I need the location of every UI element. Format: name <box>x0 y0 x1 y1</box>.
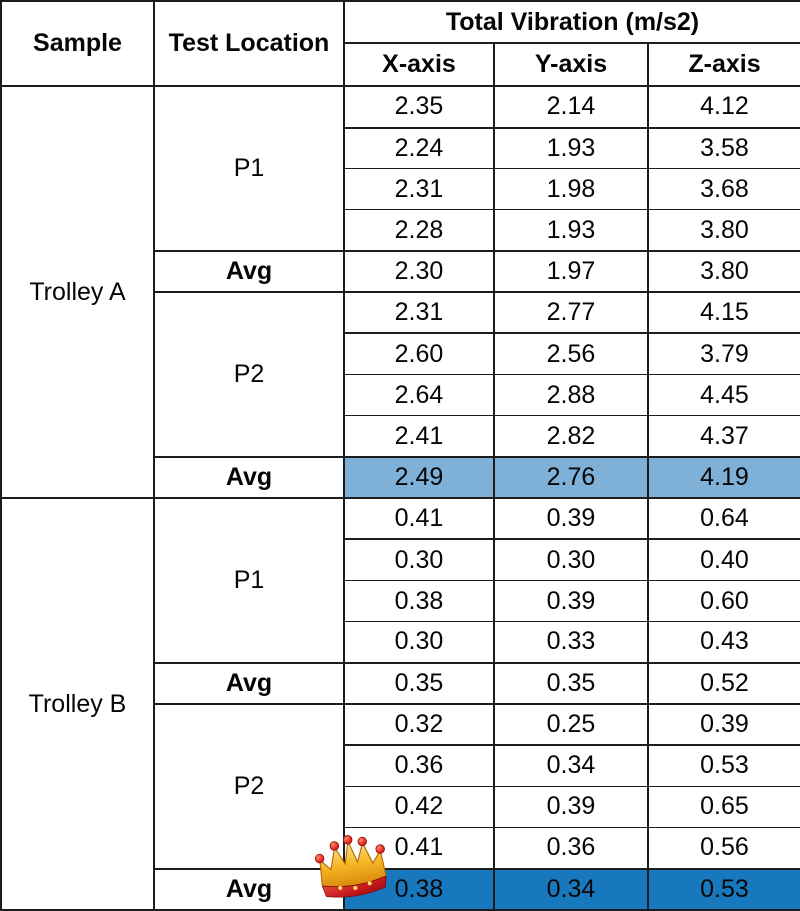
value-cell: 2.60 <box>343 332 495 376</box>
avg-value-cell: 0.35 <box>493 661 649 705</box>
value-cell: 3.58 <box>647 127 800 170</box>
value-cell: 3.79 <box>647 332 800 376</box>
avg-value-cell-highlight: 0.53 <box>647 867 800 911</box>
avg-value-cell-highlight: 2.49 <box>343 455 495 500</box>
header-cell-total-vibration: Total Vibration (m/s2) <box>343 0 800 45</box>
table-row: 2.60 2.56 3.79 <box>1 332 800 376</box>
header-row-2: X-axis Y-axis Z-axis <box>1 42 800 88</box>
location-cell-p1: P1 <box>153 497 345 664</box>
value-cell: 2.28 <box>343 209 495 252</box>
value-cell: 0.33 <box>493 621 649 664</box>
table-row: 2.64 2.88 4.45 <box>1 374 800 417</box>
value-cell: 0.41 <box>343 497 495 541</box>
avg-row-highlighted: Avg 2.49 2.76 4.19 <box>1 455 800 500</box>
table-row: Trolley B P1 0.41 0.39 0.64 <box>0 497 800 911</box>
value-cell: 0.30 <box>493 538 649 581</box>
header-cell-z-axis: Z-axis <box>647 42 800 88</box>
avg-label-cell: Avg <box>153 455 345 500</box>
value-cell: 0.64 <box>647 497 800 541</box>
value-cell: 0.41 <box>343 826 495 870</box>
table-row: 2.28 1.93 3.80 <box>1 209 800 252</box>
header-cell-test-location: Test Location <box>153 0 345 88</box>
avg-label-cell: Avg <box>153 661 345 705</box>
value-cell: 2.35 <box>343 85 495 129</box>
value-cell: 0.25 <box>493 702 649 747</box>
value-cell: 2.31 <box>343 291 495 335</box>
table-row: 0.38 0.39 0.60 <box>1 579 800 623</box>
table-row: P2 0.32 0.25 0.39 <box>1 702 800 870</box>
value-cell: 4.37 <box>647 415 800 458</box>
value-cell: 0.40 <box>647 538 800 581</box>
location-cell-p2: P2 <box>153 291 345 458</box>
avg-label-cell: Avg <box>153 250 345 294</box>
value-cell: 0.32 <box>343 702 495 747</box>
table-row: 0.42 0.39 0.65 <box>1 785 800 828</box>
table-row: 0.36 0.34 0.53 <box>1 744 800 787</box>
table-row: 2.31 1.98 3.68 <box>1 168 800 211</box>
value-cell: 0.42 <box>343 785 495 828</box>
value-cell: 0.36 <box>493 826 649 870</box>
avg-value-cell-highlight: 2.76 <box>493 455 649 500</box>
value-cell: 4.45 <box>647 374 800 417</box>
table-row: Trolley A P1 2.35 2.14 4.12 <box>0 85 800 500</box>
value-cell: 0.56 <box>647 826 800 870</box>
header-cell-sample: Sample <box>0 0 155 88</box>
value-cell: 2.24 <box>343 127 495 170</box>
value-cell: 2.31 <box>343 168 495 211</box>
avg-value-cell-highlight: 0.34 <box>493 867 649 911</box>
value-cell: 4.15 <box>647 291 800 335</box>
table-row: 0.41 0.36 0.56 <box>1 826 800 870</box>
value-cell: 2.82 <box>493 415 649 458</box>
avg-value-cell: 1.97 <box>493 250 649 294</box>
value-cell: 0.39 <box>493 785 649 828</box>
value-cell: 0.38 <box>343 579 495 623</box>
sample-cell-trolley-b: Trolley B <box>0 497 155 911</box>
value-cell: 3.80 <box>647 209 800 252</box>
value-cell: 4.12 <box>647 85 800 129</box>
avg-value-cell-highlight: 0.38 <box>343 867 495 911</box>
avg-row: Avg 0.35 0.35 0.52 <box>1 661 800 705</box>
header-row-1: Sample Test Location Total Vibration (m/… <box>0 0 800 88</box>
avg-value-cell: 0.35 <box>343 661 495 705</box>
table-row: 2.24 1.93 3.58 <box>1 127 800 170</box>
value-cell: 0.30 <box>343 621 495 664</box>
avg-value-cell: 3.80 <box>647 250 800 294</box>
value-cell: 0.53 <box>647 744 800 787</box>
value-cell: 0.60 <box>647 579 800 623</box>
table-row: 0.30 0.33 0.43 <box>1 621 800 664</box>
value-cell: 1.98 <box>493 168 649 211</box>
value-cell: 1.93 <box>493 209 649 252</box>
location-cell-p1: P1 <box>153 85 345 253</box>
avg-label-cell: Avg <box>153 867 345 911</box>
avg-value-cell: 2.30 <box>343 250 495 294</box>
value-cell: 0.39 <box>493 579 649 623</box>
value-cell: 3.68 <box>647 168 800 211</box>
avg-value-cell: 0.52 <box>647 661 800 705</box>
value-cell: 2.64 <box>343 374 495 417</box>
value-cell: 0.39 <box>493 497 649 541</box>
value-cell: 0.39 <box>647 702 800 747</box>
value-cell: 1.93 <box>493 127 649 170</box>
avg-value-cell-highlight: 4.19 <box>647 455 800 500</box>
location-cell-p2: P2 <box>153 702 345 870</box>
value-cell: 0.34 <box>493 744 649 787</box>
value-cell: 2.14 <box>493 85 649 129</box>
value-cell: 2.56 <box>493 332 649 376</box>
avg-row-highlighted: Avg 0.38 0.34 0.53 <box>1 867 800 911</box>
table-row: 2.41 2.82 4.37 <box>1 415 800 458</box>
value-cell: 0.65 <box>647 785 800 828</box>
header-cell-x-axis: X-axis <box>343 42 495 88</box>
avg-row: Avg 2.30 1.97 3.80 <box>1 250 800 294</box>
table-row: P2 2.31 2.77 4.15 <box>1 291 800 458</box>
sample-cell-trolley-a: Trolley A <box>0 85 155 500</box>
value-cell: 0.36 <box>343 744 495 787</box>
value-cell: 2.41 <box>343 415 495 458</box>
value-cell: 2.77 <box>493 291 649 335</box>
header-cell-y-axis: Y-axis <box>493 42 649 88</box>
value-cell: 2.88 <box>493 374 649 417</box>
value-cell: 0.43 <box>647 621 800 664</box>
value-cell: 0.30 <box>343 538 495 581</box>
